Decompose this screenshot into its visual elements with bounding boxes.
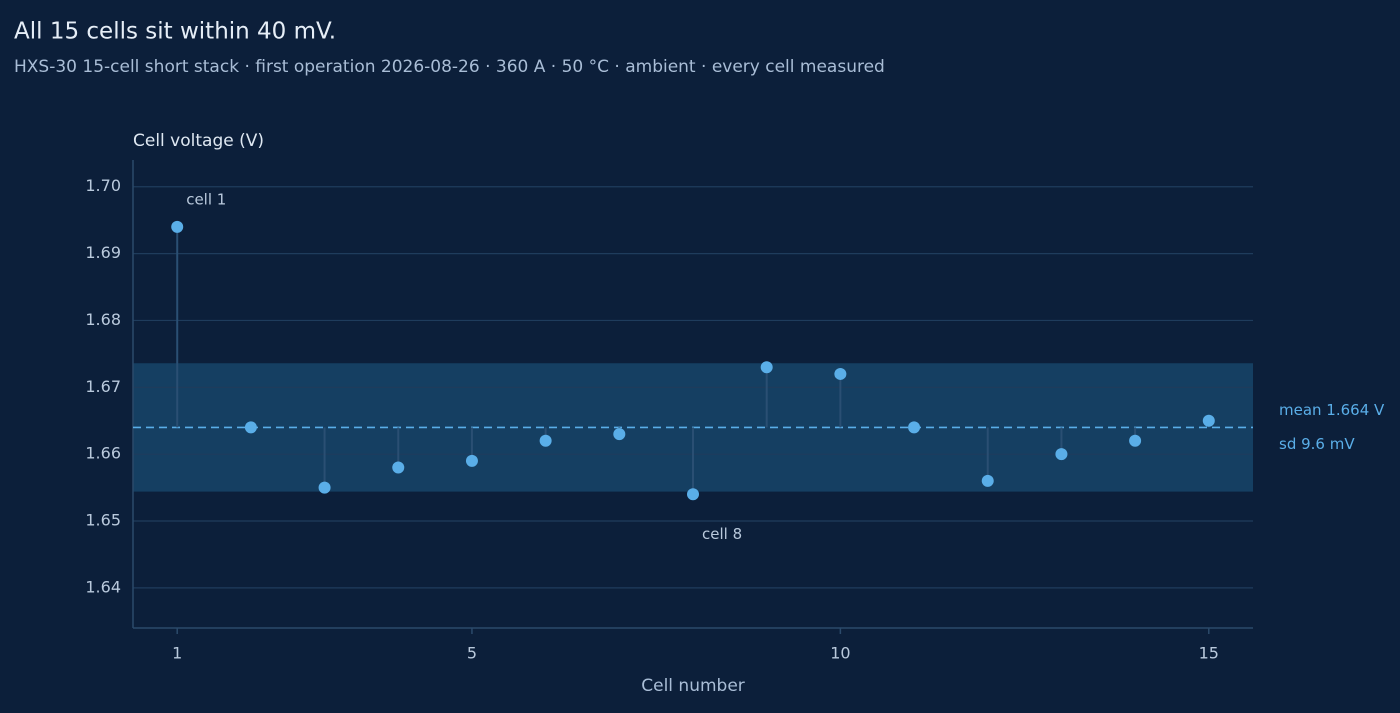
- sd-label: sd 9.6 mV: [1279, 435, 1355, 453]
- y-tick-label: 1.70: [85, 176, 121, 195]
- point: [1202, 414, 1215, 427]
- point: [244, 421, 257, 434]
- point: [1055, 448, 1068, 461]
- annotation: cell 1: [186, 190, 226, 208]
- y-axis-label: Cell voltage (V): [133, 131, 264, 151]
- point: [171, 220, 184, 233]
- point: [1129, 434, 1142, 447]
- x-tick-label: 10: [830, 644, 850, 663]
- annotation: cell 8: [702, 525, 742, 543]
- point: [392, 461, 405, 474]
- y-tick-label: 1.66: [85, 444, 121, 463]
- point: [834, 367, 847, 380]
- y-tick-label: 1.67: [85, 377, 121, 396]
- x-tick-label: 15: [1199, 644, 1219, 663]
- y-tick-label: 1.64: [85, 577, 121, 596]
- x-tick-label: 5: [467, 644, 477, 663]
- point: [687, 488, 699, 501]
- chart-title: All 15 cells sit within 40 mV.: [14, 19, 336, 45]
- x-tick-label: 1: [172, 644, 182, 663]
- point: [318, 481, 331, 494]
- x-axis-label: Cell number: [641, 676, 745, 696]
- point: [908, 421, 921, 434]
- point: [613, 428, 626, 441]
- point: [760, 361, 773, 374]
- y-tick-label: 1.69: [85, 243, 121, 262]
- chart-subtitle: HXS-30 15-cell short stack · first opera…: [14, 57, 885, 77]
- point: [981, 474, 994, 487]
- point: [539, 434, 552, 447]
- point: [465, 454, 478, 467]
- mean-label: mean 1.664 V: [1279, 401, 1385, 419]
- y-tick-label: 1.68: [85, 310, 121, 329]
- y-tick-label: 1.65: [85, 511, 121, 530]
